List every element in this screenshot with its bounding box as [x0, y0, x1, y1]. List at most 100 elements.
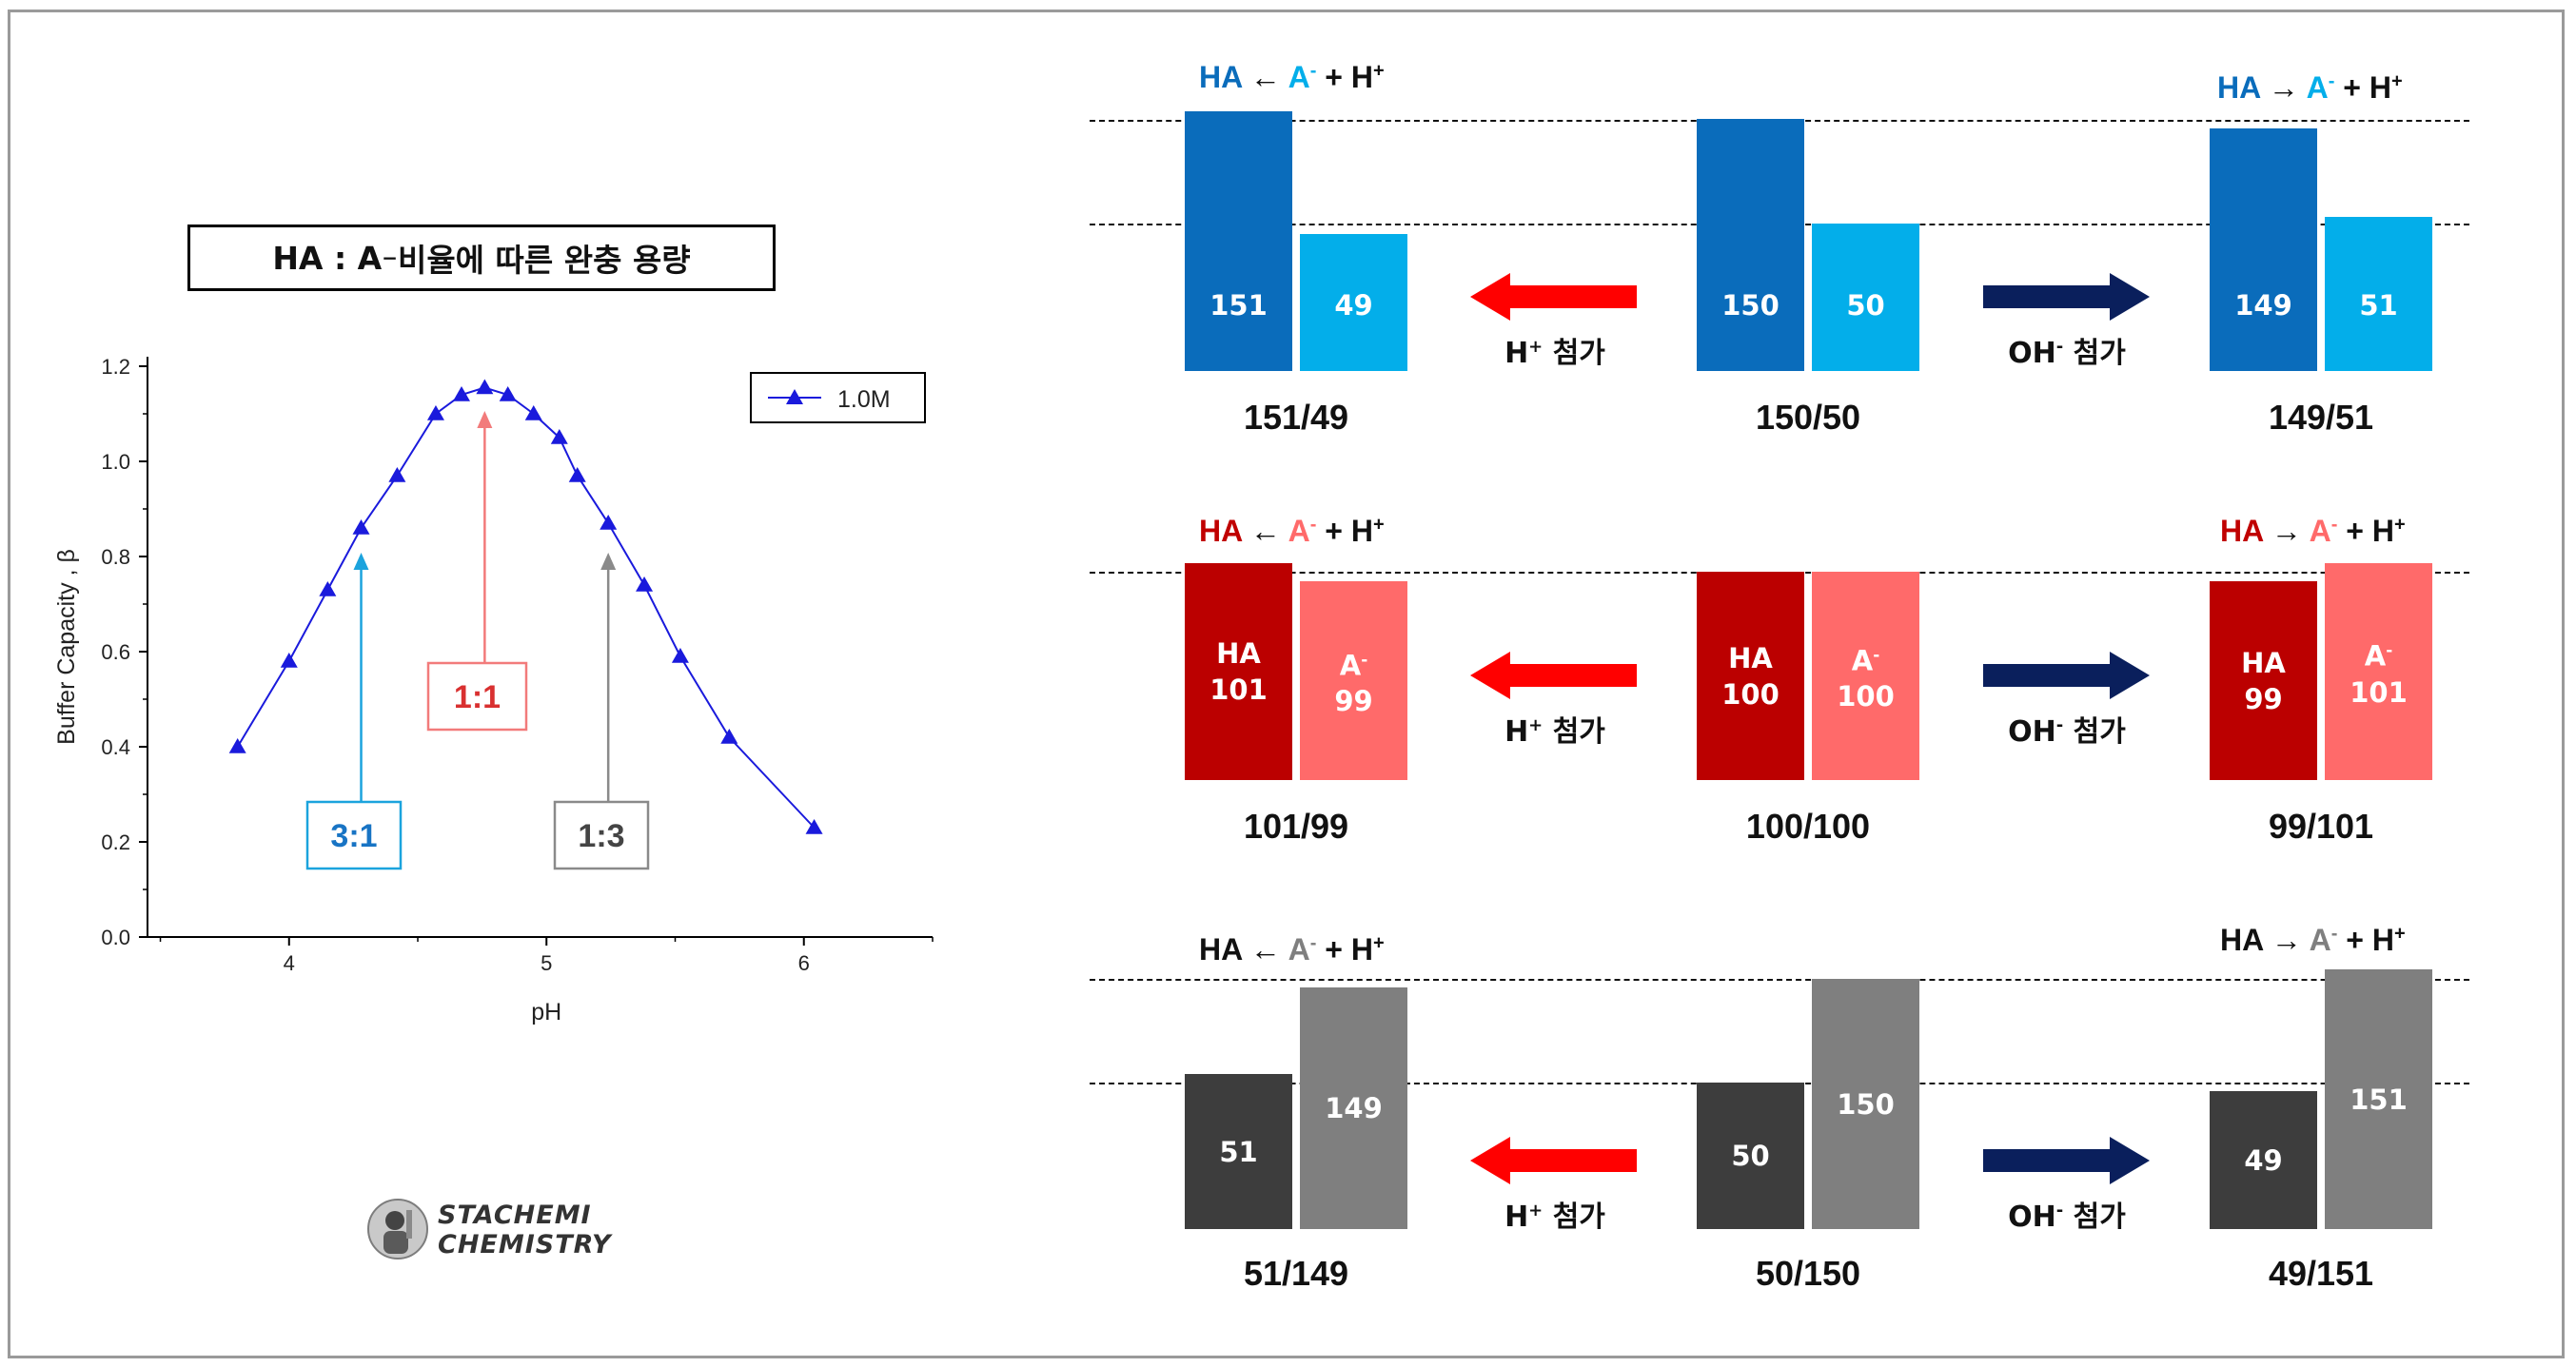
add-right-text: OH — [2008, 337, 2056, 370]
a-minus-bar: A- 100 — [1812, 572, 1919, 780]
eq-arrow: ← — [1242, 514, 1288, 548]
add-left-rest: 첨가 — [1543, 1201, 1605, 1234]
a-minus-bar-value: 151 — [2350, 1083, 2408, 1116]
eq-plus-h: + H — [1316, 60, 1373, 94]
add-left-sup: + — [1528, 1201, 1544, 1221]
ratio-label: 50/150 — [1755, 1254, 1861, 1293]
equilibrium-left: HA ← A- + H+ — [1199, 60, 1385, 95]
a-minus-bar: 50 — [1812, 224, 1919, 371]
eq-a-minus-sup: - — [2328, 70, 2335, 92]
add-right-rest: 첨가 — [2063, 715, 2126, 749]
ha-bar-value: 50 — [1731, 1140, 1770, 1172]
equilibrium-right: HA → A- + H+ — [2220, 923, 2406, 958]
eq-h-sup: + — [1372, 60, 1385, 82]
a-minus-bar: 49 — [1300, 234, 1407, 371]
y-tick-label: 0.6 — [101, 640, 130, 664]
h-plus-addition-label: H+ 첨가 — [1450, 1193, 1660, 1235]
add-left-rest: 첨가 — [1543, 715, 1605, 749]
eq-h-sup: + — [2390, 70, 2403, 92]
add-right-sup: - — [2055, 1201, 2064, 1221]
eq-ha: HA — [2217, 70, 2261, 105]
add-left-rest: 첨가 — [1543, 337, 1605, 370]
eq-arrow: ← — [1242, 932, 1288, 967]
eq-ha: HA — [1199, 514, 1243, 548]
annotation-box — [305, 800, 403, 870]
data-point-marker — [476, 379, 494, 395]
ha-bar-value: 101 — [1209, 674, 1268, 706]
chart-title-main: HA : A — [272, 239, 383, 277]
x-tick-label: 5 — [541, 951, 552, 975]
a-minus-bar-value: 101 — [2350, 675, 2408, 709]
ha-bar: 149 — [2210, 128, 2317, 371]
a-minus-bar-value: 51 — [2359, 289, 2398, 322]
logo-text: STACHEMI CHEMISTRY — [438, 1201, 612, 1260]
add-right-text: OH — [2008, 1201, 2056, 1234]
data-point-marker — [280, 653, 298, 668]
ha-bar-head: HA — [2241, 646, 2286, 679]
reference-dashed-line — [1090, 979, 2469, 981]
eq-a-minus: A — [2306, 70, 2329, 105]
ratio-label: 149/51 — [2268, 398, 2374, 437]
ha-bar-head: HA — [1728, 641, 1773, 674]
a-minus-head-sup: - — [1873, 645, 1880, 665]
eq-plus-h: + H — [2337, 514, 2394, 548]
y-tick-label: 0.0 — [101, 926, 130, 949]
data-point-marker — [568, 467, 586, 482]
ha-bar: HA 101 — [1185, 563, 1292, 780]
a-minus-bar-head: A- — [1339, 649, 1368, 682]
add-right-sup: - — [2055, 337, 2064, 357]
a-minus-bar-value: 99 — [1334, 685, 1373, 718]
h-plus-addition-label: H+ 첨가 — [1450, 708, 1660, 750]
a-minus-bar-value: 50 — [1846, 289, 1885, 322]
a-minus-bar-value: 100 — [1837, 680, 1895, 713]
y-tick-label: 1.0 — [101, 450, 130, 474]
annotation-arrow-head — [353, 553, 369, 570]
logo-line-1: STACHEMI — [438, 1201, 592, 1230]
chart-title-rest: 비율에 따른 완충 용량 — [397, 242, 691, 279]
eq-h-sup: + — [1372, 932, 1385, 954]
add-left-sup: + — [1528, 337, 1544, 357]
ha-bar-value: 51 — [1219, 1135, 1258, 1168]
data-point-marker — [499, 386, 517, 401]
ratio-label: 150/50 — [1755, 398, 1861, 437]
data-point-marker — [550, 429, 568, 444]
eq-arrow: → — [2263, 514, 2310, 548]
ratio-label: 101/99 — [1243, 807, 1349, 846]
ha-bar-value: 149 — [2234, 289, 2292, 322]
ha-bar: HA 99 — [2210, 581, 2317, 780]
ratio-label: 151/49 — [1243, 398, 1349, 437]
equilibrium-right: HA → A- + H+ — [2220, 514, 2406, 549]
a-minus-bar: 151 — [2325, 969, 2432, 1229]
eq-a-minus: A — [2309, 923, 2331, 957]
oh-minus-arrow-icon — [1983, 1137, 2150, 1184]
data-point-marker — [388, 467, 406, 482]
a-minus-bar-value: 49 — [1334, 289, 1373, 322]
a-minus-bar: A- 99 — [1300, 581, 1407, 780]
eq-a-minus-sup: - — [1309, 60, 1317, 82]
ha-bar-value: 99 — [2244, 682, 2283, 715]
annotation-arrow-head — [600, 553, 617, 570]
add-right-text: OH — [2008, 715, 2056, 749]
data-point-marker — [228, 738, 246, 753]
eq-ha: HA — [2220, 514, 2264, 548]
legend-marker — [786, 389, 803, 404]
y-tick-label: 0.2 — [101, 830, 130, 854]
a-minus-bar: 150 — [1812, 979, 1919, 1229]
h-plus-arrow-icon — [1470, 273, 1637, 321]
chart-title-sup: − — [382, 246, 398, 269]
y-axis-label: Buffer Capacity , β — [53, 549, 80, 745]
y-tick-label: 0.4 — [101, 735, 130, 759]
a-minus-bar-value: 149 — [1325, 1092, 1383, 1124]
data-point-marker — [524, 405, 542, 420]
ha-bar: 51 — [1185, 1074, 1292, 1229]
oh-minus-arrow-icon — [1983, 652, 2150, 699]
eq-a-minus-sup: - — [2330, 514, 2338, 536]
x-tick-label: 6 — [798, 951, 810, 975]
y-tick-label: 1.2 — [101, 355, 130, 379]
ha-bar: 151 — [1185, 111, 1292, 371]
eq-plus-h: + H — [2337, 923, 2394, 957]
annotation-label: 1:1 — [454, 679, 501, 715]
equilibrium-left: HA ← A- + H+ — [1199, 514, 1385, 549]
a-minus-bar-value: 150 — [1837, 1087, 1895, 1121]
